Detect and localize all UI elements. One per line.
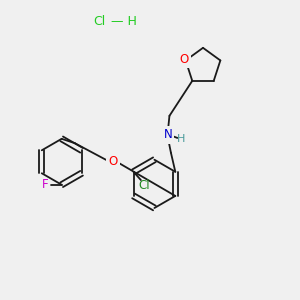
Text: H: H (177, 134, 185, 144)
Text: N: N (164, 128, 172, 142)
Text: F: F (42, 178, 49, 191)
Text: Cl: Cl (94, 15, 106, 28)
Text: O: O (179, 53, 189, 66)
Text: — H: — H (107, 15, 137, 28)
Text: Cl: Cl (138, 178, 150, 191)
Text: O: O (109, 155, 118, 168)
